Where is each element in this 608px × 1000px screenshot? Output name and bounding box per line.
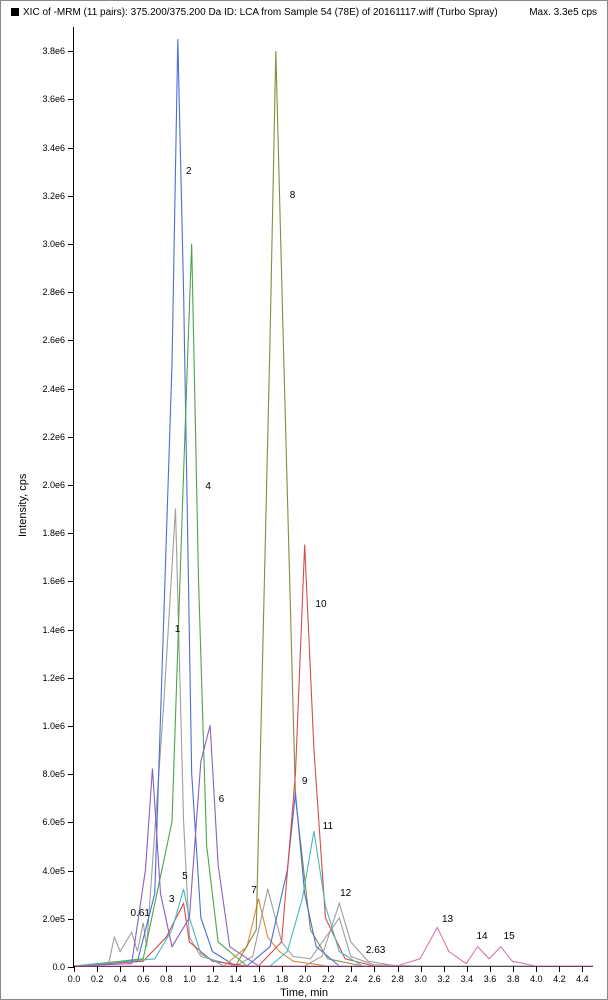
trace-line [74, 51, 593, 966]
x-tick-label: 1.0 [183, 966, 196, 984]
trace-line [74, 39, 593, 966]
x-tick-label: 0.6 [137, 966, 150, 984]
peak-label: 12 [340, 888, 351, 899]
x-tick-label: 1.8 [276, 966, 289, 984]
y-tick-label: 3.4e6 [42, 143, 74, 153]
x-tick-label: 2.8 [391, 966, 404, 984]
x-tick-label: 2.2 [322, 966, 335, 984]
x-tick-label: 2.0 [299, 966, 312, 984]
plot-area: 0.02.0e54.0e56.0e58.0e51.0e61.2e61.4e61.… [73, 27, 593, 967]
y-tick-label: 3.8e6 [42, 46, 74, 56]
x-tick-label: 0.4 [114, 966, 127, 984]
y-tick-label: 2.6e6 [42, 335, 74, 345]
trace-line [74, 244, 593, 966]
x-tick-label: 1.6 [253, 966, 266, 984]
y-tick-label: 3.2e6 [42, 191, 74, 201]
x-tick-label: 4.2 [553, 966, 566, 984]
y-tick-label: 1.6e6 [42, 576, 74, 586]
x-tick-label: 0.8 [160, 966, 173, 984]
peak-label: 7 [251, 885, 257, 896]
x-tick-label: 3.0 [414, 966, 427, 984]
y-tick-label: 1.2e6 [42, 673, 74, 683]
peak-label: 9 [302, 776, 308, 787]
x-tick-label: 3.6 [484, 966, 497, 984]
y-axis-label: Intensity, cps [17, 474, 29, 537]
chart-header: XIC of -MRM (11 pairs): 375.200/375.200 … [11, 7, 597, 18]
y-tick-label: 6.0e5 [42, 817, 74, 827]
peak-label: 1 [175, 624, 181, 635]
peak-label: 13 [442, 914, 453, 925]
trace-line [74, 889, 593, 966]
peak-label: 6 [219, 794, 225, 805]
x-tick-label: 1.2 [206, 966, 219, 984]
y-tick-label: 1.8e6 [42, 528, 74, 538]
trace-line [74, 831, 593, 966]
y-tick-label: 2.0e5 [42, 914, 74, 924]
x-tick-label: 2.6 [368, 966, 381, 984]
x-axis-label: Time, min [280, 987, 328, 999]
x-tick-label: 2.4 [345, 966, 358, 984]
peak-label: 8 [290, 190, 296, 201]
trace-line [74, 725, 593, 966]
y-tick-label: 4.0e5 [42, 866, 74, 876]
y-tick-label: 2.2e6 [42, 432, 74, 442]
peak-label: 5 [182, 871, 188, 882]
y-tick-label: 3.0e6 [42, 239, 74, 249]
x-tick-label: 0.0 [68, 966, 81, 984]
y-tick-label: 8.0e5 [42, 769, 74, 779]
chart-title-text: XIC of -MRM (11 pairs): 375.200/375.200 … [23, 7, 498, 18]
trace-line [74, 545, 593, 966]
series-marker-icon [11, 8, 19, 16]
chart-container: XIC of -MRM (11 pairs): 375.200/375.200 … [0, 0, 608, 1000]
y-tick-label: 1.4e6 [42, 625, 74, 635]
trace-line [74, 509, 593, 966]
x-tick-label: 3.4 [461, 966, 474, 984]
x-tick-label: 4.0 [530, 966, 543, 984]
peak-label: 2 [186, 166, 192, 177]
chromatogram-traces [74, 27, 593, 966]
peak-label: 4 [205, 481, 211, 492]
peak-label: 3 [169, 894, 175, 905]
chart-title: XIC of -MRM (11 pairs): 375.200/375.200 … [11, 7, 498, 18]
y-tick-label: 2.8e6 [42, 287, 74, 297]
peak-label: 2.63 [366, 945, 385, 956]
peak-label: 15 [504, 931, 515, 942]
y-tick-label: 1.0e6 [42, 721, 74, 731]
peak-label: 10 [315, 599, 326, 610]
y-tick-label: 2.4e6 [42, 384, 74, 394]
x-tick-label: 4.4 [576, 966, 589, 984]
peak-label: 11 [323, 821, 333, 832]
y-tick-label: 3.6e6 [42, 94, 74, 104]
x-tick-label: 3.8 [507, 966, 520, 984]
peak-label: 0.61 [130, 908, 149, 919]
y-tick-label: 2.0e6 [42, 480, 74, 490]
x-tick-label: 3.2 [438, 966, 451, 984]
peak-label: 14 [476, 931, 487, 942]
x-tick-label: 0.2 [91, 966, 104, 984]
x-tick-label: 1.4 [230, 966, 243, 984]
chart-max-label: Max. 3.3e5 cps [529, 7, 597, 18]
